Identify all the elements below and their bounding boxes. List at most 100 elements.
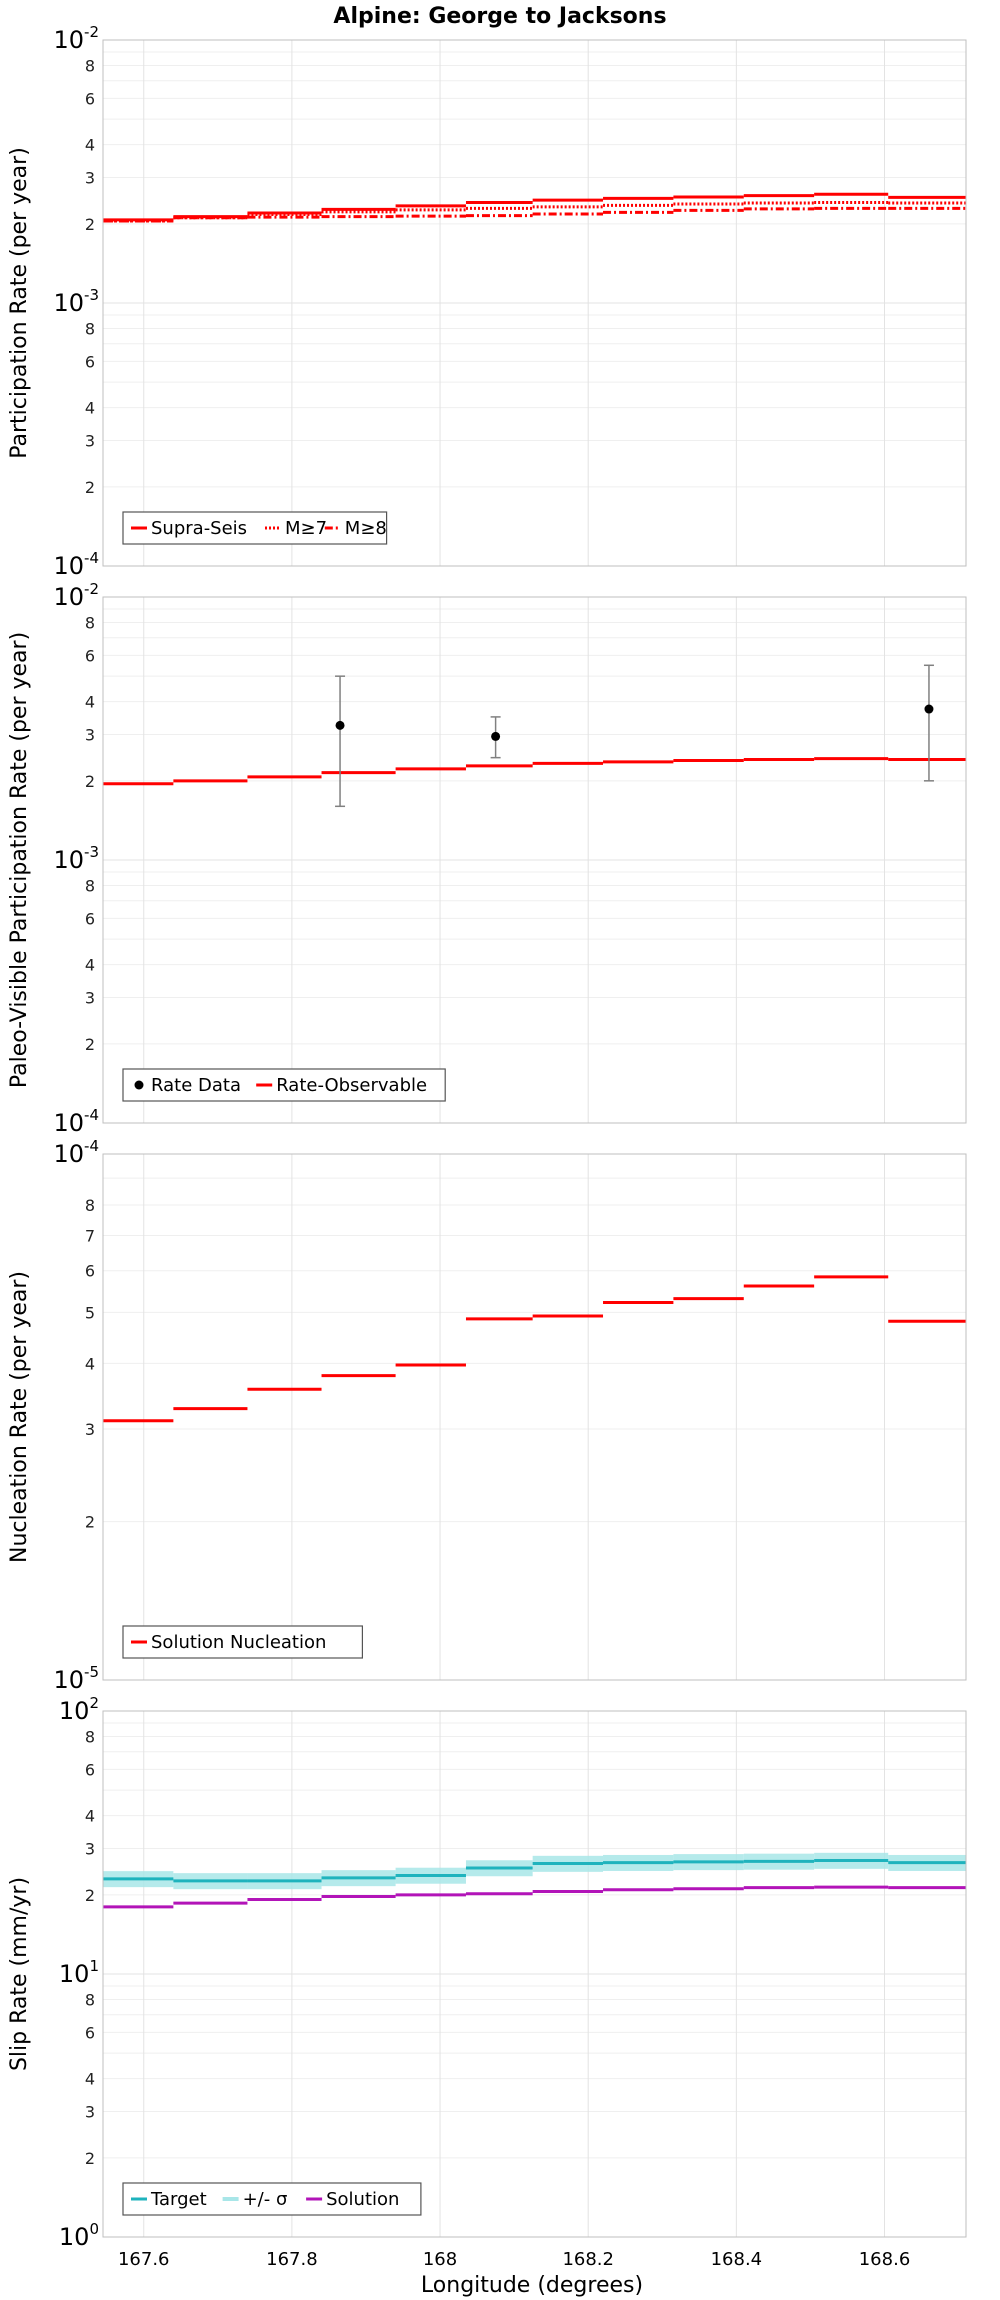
y-major-exponent: -4 [84,1137,99,1155]
y-major-base: 10 [59,2223,90,2251]
y-tick-label: 3 [85,726,95,745]
y-tick-label: 6 [85,352,95,371]
legend-item: Solution Nucleation [131,1632,326,1653]
y-tick-label: 6 [85,89,95,108]
y-tick-label: 3 [85,989,95,1008]
legend: Solution Nucleation [122,1625,363,1659]
y-tick-label: 6 [85,2023,95,2042]
rate-data-point [491,731,501,741]
legend-label: +/- σ [243,2189,288,2210]
y-major-exponent: -4 [84,1106,99,1124]
y-major-base: 10 [53,1666,84,1694]
y-major-base: 10 [53,26,84,54]
y-tick-label: 5 [85,1303,95,1322]
y-major-label: 10-3 [53,843,99,874]
y-tick-label: 4 [85,2070,95,2089]
y-major-base: 10 [53,1109,84,1137]
y-major-base: 10 [53,552,84,580]
y-tick-label: 3 [85,2103,95,2122]
plot-frame [102,39,967,567]
y-tick-label: 2 [85,2149,95,2168]
y-tick-label: 2 [85,478,95,497]
y-major-label: 10-5 [53,1663,99,1694]
y-axis-label: Paleo-Visible Participation Rate (per ye… [7,632,32,1088]
y-tick-label: 8 [85,319,95,338]
legend-item: Solution [306,2189,399,2210]
y-major-label: 10-4 [53,549,99,580]
x-tick-label: 168 [423,2249,457,2270]
x-tick-label: 167.6 [118,2249,170,2270]
y-tick-label: 3 [85,1420,95,1439]
x-tick-label: 168.6 [859,2249,911,2270]
y-major-label: 10-2 [53,580,99,611]
plot-frame [102,1710,967,2238]
series-target [103,1859,966,1883]
y-tick-label: 4 [85,956,95,975]
legend-box [122,2182,422,2216]
y-tick-label: 6 [85,1760,95,1779]
legend-label: M≥8 [345,518,387,539]
y-axis-label: Participation Rate (per year) [7,147,32,459]
y-major-label: 10-3 [53,286,99,317]
legend-box [122,1068,446,1102]
y-major-label: 10-4 [53,1137,99,1168]
legend-marker [134,1080,144,1090]
y-tick-label: 3 [85,1840,95,1859]
legend: Target +/- σ Solution [122,2182,422,2216]
y-major-exponent: 1 [89,1957,99,1975]
y-tick-label: 4 [85,136,95,155]
y-tick-label: 8 [85,1727,95,1746]
y-tick-label: 2 [85,1513,95,1532]
y-major-label: 101 [59,1957,99,1988]
y-major-exponent: -4 [84,549,99,567]
y-tick-label: 3 [85,169,95,188]
rate-data-point [924,704,934,714]
y-major-exponent: -5 [84,1663,99,1681]
y-major-exponent: 0 [89,2220,99,2238]
legend-item: Target [131,2189,207,2210]
y-tick-label: 4 [85,1354,95,1373]
y-major-base: 10 [53,289,84,317]
y-tick-label: 6 [85,909,95,928]
y-major-label: 102 [59,1694,99,1725]
legend-item: M≥7 [265,518,327,539]
y-tick-label: 4 [85,693,95,712]
x-axis: 167.6 167.8 168 168.2 168.4 168.6 [118,2249,910,2270]
legend-item: M≥8 [324,518,387,539]
legend-label: Target [150,2189,207,2210]
y-axis-label: Slip Rate (mm/yr) [7,1877,32,2071]
x-tick-label: 168.2 [562,2249,614,2270]
y-major-exponent: -3 [84,286,99,304]
y-tick-label: 3 [85,432,95,451]
y-tick-label: 7 [85,1226,95,1245]
legend-label: M≥7 [285,518,327,539]
series-solution-nucleation [103,1275,966,1423]
legend-item: Rate Data [134,1075,241,1096]
y-major-base: 10 [53,1140,84,1168]
legend-item: Rate-Observable [256,1075,427,1096]
y-major-label: 10-4 [53,1106,99,1137]
series-solution [103,1885,966,1909]
y-major-exponent: -3 [84,843,99,861]
y-major-exponent: 2 [89,1694,99,1712]
y-tick-label: 6 [85,646,95,665]
y-tick-label: 6 [85,1262,95,1281]
y-tick-label: 8 [85,613,95,632]
legend-label: Solution [326,2189,399,2210]
series-rate-observable [103,757,966,786]
y-major-base: 10 [53,583,84,611]
legend: Rate Data Rate-Observable [122,1068,446,1102]
y-major-exponent: -2 [84,580,99,598]
y-major-base: 10 [59,1960,90,1988]
legend-box [122,511,388,545]
chart-title: Alpine: George to Jacksons [333,4,666,29]
y-tick-label: 2 [85,1886,95,1905]
legend-item: Supra-Seis [131,518,247,539]
y-tick-label: 8 [85,56,95,75]
plot-frame [102,596,967,1124]
series-m-8 [103,206,966,223]
